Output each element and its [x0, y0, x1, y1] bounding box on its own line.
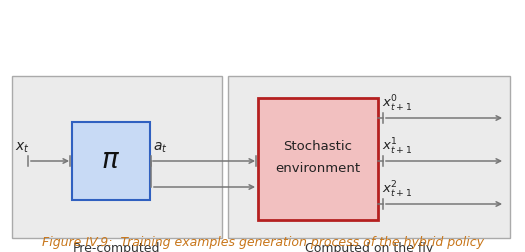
Text: $a_t$: $a_t$ — [153, 141, 167, 155]
Text: Stochastic: Stochastic — [284, 141, 352, 153]
Bar — [228, 76, 510, 238]
Bar — [12, 76, 222, 238]
Bar — [72, 122, 150, 200]
Text: Figure IV.9:  Training examples generation process of the hybrid policy: Figure IV.9: Training examples generatio… — [41, 236, 484, 249]
Text: $x^{2}_{t+1}$: $x^{2}_{t+1}$ — [382, 180, 412, 200]
Text: Computed on the fly: Computed on the fly — [305, 242, 433, 252]
Text: Pre-computed: Pre-computed — [74, 242, 161, 252]
Text: environment: environment — [276, 163, 361, 175]
Text: $x_t$: $x_t$ — [15, 141, 29, 155]
Text: $x^{0}_{t+1}$: $x^{0}_{t+1}$ — [382, 94, 412, 114]
Text: $x^{1}_{t+1}$: $x^{1}_{t+1}$ — [382, 137, 412, 157]
Text: $\pi$: $\pi$ — [101, 147, 121, 174]
Bar — [258, 98, 378, 220]
